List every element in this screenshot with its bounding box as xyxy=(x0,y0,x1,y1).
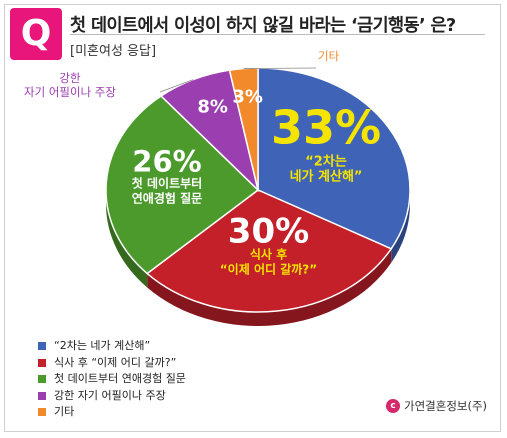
legend-label: 첫 데이트부터 연애경험 질문 xyxy=(54,372,186,385)
source-credit: c 가연결혼정보(주) xyxy=(386,398,487,414)
pie-slice-2 xyxy=(145,189,393,313)
pie-slice-5 xyxy=(228,67,259,191)
legend-label: “2차는 네가 계산해” xyxy=(54,339,151,352)
pie-slice-label-1-line-2: 네가 계산해” xyxy=(290,169,363,185)
legend-item: 첫 데이트부터 연애경험 질문 xyxy=(38,371,186,388)
pie-slice-side-1 xyxy=(391,190,411,263)
pie-callout-leader-5 xyxy=(243,67,317,69)
pie-value-label-5: 3% xyxy=(232,87,263,108)
legend-swatch xyxy=(38,408,46,417)
legend-swatch xyxy=(38,375,46,384)
pie-callout-label-5-line-1: 기타 xyxy=(318,49,340,63)
pie-value-label-2: 30% xyxy=(228,212,309,252)
question-badge: Q xyxy=(10,8,62,60)
legend-label: 기타 xyxy=(54,405,75,418)
pie-slice-label-3-line-2: 연애경험 질문 xyxy=(132,190,202,205)
chart-title: 첫 데이트에서 이성이 하지 않길 바라는 ‘금기행동’ 은? xyxy=(70,16,456,36)
pie-value-label-4: 8% xyxy=(197,97,228,118)
legend-label: 강한 자기 어필이나 주장 xyxy=(54,388,166,402)
source-text: 가연결혼정보(주) xyxy=(404,399,488,413)
chart-subtitle: [미혼여성 응답] xyxy=(70,44,157,59)
pie-slice-3 xyxy=(105,95,260,275)
copyright-icon: c xyxy=(386,399,400,413)
pie-value-label-3: 26% xyxy=(132,144,201,178)
legend-item: “2차는 네가 계산해” xyxy=(38,338,186,355)
legend-swatch xyxy=(38,358,46,367)
chart-legend: “2차는 네가 계산해” 식사 후 “이제 어디 갈까?” 첫 데이트부터 연애경험… xyxy=(38,338,186,421)
legend-item: 기타 xyxy=(38,404,186,421)
pie-slice-label-2-line-2: “이제 어디 갈까?” xyxy=(220,262,317,277)
pie-slice-label-2-line-1: 식사 후 xyxy=(250,247,287,262)
pie-slice-label-3-line-1: 첫 데이트부터 xyxy=(132,175,202,190)
pie-callout-leader-4 xyxy=(159,79,194,93)
pie-callout-label-4-line-1: 강한 xyxy=(59,71,81,85)
legend-item: 강한 자기 어필이나 주장 xyxy=(38,388,186,405)
legend-swatch xyxy=(38,391,46,400)
legend-swatch xyxy=(38,342,46,351)
pie-callout-label-4-line-2: 자기 어필이나 주장 xyxy=(24,85,116,99)
pie-slice-label-1-line-1: “2차는 xyxy=(305,154,347,170)
legend-item: 식사 후 “이제 어디 갈까?” xyxy=(38,355,186,372)
pie-slice-1 xyxy=(257,67,411,250)
title-divider xyxy=(70,34,485,35)
pie-value-label-1: 33% xyxy=(271,101,381,155)
pie-side-walls xyxy=(106,190,411,326)
pie-slice-side-3 xyxy=(106,190,148,288)
pie-slice-side-2 xyxy=(147,248,392,326)
legend-label: 식사 후 “이제 어디 갈까?” xyxy=(54,355,177,369)
